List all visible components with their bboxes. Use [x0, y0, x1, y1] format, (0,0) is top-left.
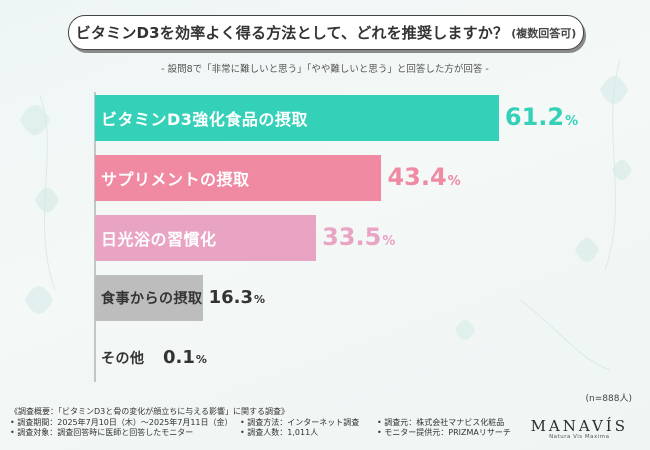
bar-value-unit: %: [195, 353, 207, 366]
bar-value-label: 43.4%: [387, 163, 460, 191]
bar: その他: [95, 335, 157, 381]
bar-category-label: ビタミンD3強化食品の摂取: [101, 110, 308, 129]
survey-method: • 調査方法：インターネット調査: [240, 417, 360, 427]
survey-source: • 調査元：株式会社マナビス化粧品: [377, 417, 505, 427]
bar-value-number: 61.2: [504, 103, 565, 131]
chart-title-box: ビタミンD3を効率よく得る方法として、どれを推奨しますか？ (複数回答可): [68, 15, 584, 50]
bar-category-label: サプリメントの摂取: [101, 170, 250, 189]
bar-value-number: 33.5: [322, 223, 382, 251]
survey-period: • 調査期間：2025年7月10日（木）～2025年7月11日（金）: [10, 417, 233, 427]
bar: 日光浴の習慣化: [95, 215, 317, 261]
chart-title-note: (複数回答可): [511, 26, 577, 40]
chart-title: ビタミンD3を効率よく得る方法として、どれを推奨しますか？: [75, 24, 509, 42]
survey-overview-heading: 《調査概要：「ビタミンD3と骨の変化が顔立ちに与える影響」に関する調査》: [10, 407, 511, 418]
bar-value-unit: %: [254, 293, 266, 306]
manavis-logo: MANAVÍS Natura Vis Maxima: [531, 417, 628, 440]
bar: サプリメントの摂取: [95, 155, 382, 201]
survey-overview: 《調査概要：「ビタミンD3と骨の変化が顔立ちに与える影響」に関する調査》 • 調…: [10, 407, 511, 439]
bar-category-label: 日光浴の習慣化: [101, 230, 217, 249]
survey-overview-row: • 調査対象：調査回答時に医師と回答したモニター • 調査人数：1,011人 •…: [10, 428, 511, 439]
bar: ビタミンD3強化食品の摂取: [95, 95, 499, 141]
bar-value-unit: %: [565, 114, 579, 129]
sample-size-note: (n=888人): [585, 394, 632, 404]
bar-value-label: 33.5%: [322, 223, 395, 251]
bar: 食事からの摂取: [95, 275, 203, 321]
bar-value-unit: %: [447, 174, 461, 189]
bar-value-label: 0.1%: [163, 347, 207, 368]
survey-monitor-provider: • モニター提供元：PRIZMAリサーチ: [377, 428, 511, 437]
bar-category-label: その他: [101, 351, 145, 367]
survey-target: • 調査対象：調査回答時に医師と回答したモニター: [10, 428, 194, 437]
logo-wordmark: MANAVÍS: [530, 417, 628, 435]
bar-value-number: 16.3: [208, 287, 253, 308]
bar-value-number: 43.4: [387, 163, 447, 191]
bar-value-unit: %: [382, 234, 396, 249]
chart-subtitle: - 設問8で「非常に難しいと思う」「やや難しいと思う」と回答した方が回答 -: [161, 64, 489, 75]
bar-value-label: 61.2%: [505, 103, 578, 131]
bar-category-label: 食事からの摂取: [101, 291, 203, 307]
survey-count: • 調査人数：1,011人: [240, 428, 319, 437]
logo-tagline: Natura Vis Maxima: [549, 434, 610, 440]
survey-title: 《調査概要：「ビタミンD3と骨の変化が顔立ちに与える影響」に関する調査》: [10, 407, 290, 416]
survey-overview-row: • 調査期間：2025年7月10日（木）～2025年7月11日（金） • 調査方…: [10, 418, 511, 429]
bar-value-number: 0.1: [163, 347, 195, 368]
bar-value-label: 16.3%: [209, 287, 265, 308]
